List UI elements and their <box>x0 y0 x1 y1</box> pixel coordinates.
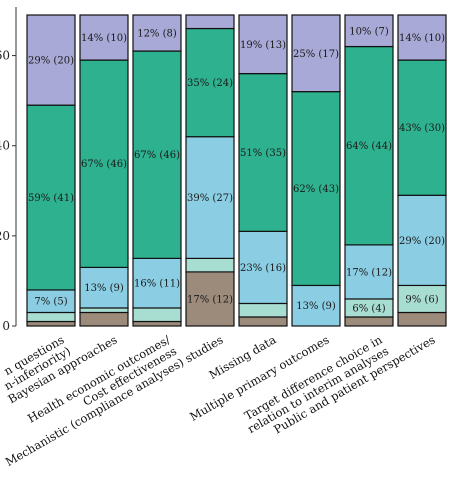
bars <box>27 15 446 326</box>
bar-4 <box>186 15 234 326</box>
y-tick-label: 60 <box>0 49 10 63</box>
bar-4-segment-5 <box>186 15 234 29</box>
segment-data-label: 7% (5) <box>34 297 67 308</box>
y-tick-label: 40 <box>0 139 10 153</box>
bar-5 <box>239 15 287 326</box>
bar-7-segment-1 <box>345 317 393 326</box>
segment-data-label: 64% (44) <box>346 141 392 152</box>
segment-data-label: 29% (20) <box>28 56 74 67</box>
segment-data-label: 23% (16) <box>240 263 286 274</box>
segment-data-label: 67% (46) <box>134 150 180 161</box>
y-axis: 0 20 40 60 <box>0 7 16 333</box>
segment-data-label: 14% (10) <box>81 33 127 44</box>
segment-data-label: 25% (17) <box>293 49 339 60</box>
bar-8 <box>398 15 446 326</box>
segment-data-label: 29% (20) <box>399 236 445 247</box>
bar-4-segment-2 <box>186 258 234 272</box>
bar-3-segment-2 <box>133 308 181 322</box>
segment-data-label: 13% (9) <box>84 283 124 294</box>
segment-data-label: 59% (41) <box>28 193 74 204</box>
segment-data-label: 51% (35) <box>240 148 286 159</box>
segment-data-label: 43% (30) <box>399 123 445 134</box>
segment-data-label: 13% (9) <box>296 301 336 312</box>
segment-data-label: 19% (13) <box>240 40 286 51</box>
segment-data-label: 10% (7) <box>349 26 389 37</box>
segment-data-label: 39% (27) <box>187 193 233 204</box>
x-category-label-line: relation to interim analyses <box>245 344 391 436</box>
y-tick-label: 0 <box>2 319 10 333</box>
bar-3-segment-1 <box>133 321 181 326</box>
segment-data-label: 14% (10) <box>399 33 445 44</box>
segment-data-label: 16% (11) <box>134 279 180 290</box>
bar-5-segment-2 <box>239 303 287 317</box>
bar-1-segment-1 <box>27 321 75 326</box>
bar-2 <box>80 15 128 326</box>
y-tick-label: 20 <box>0 229 10 243</box>
segment-data-label: 67% (46) <box>81 159 127 170</box>
bar-2-segment-2 <box>80 308 128 313</box>
segment-data-label: 17% (12) <box>346 267 392 278</box>
segment-data-label: 12% (8) <box>137 29 177 40</box>
segment-data-label: 9% (6) <box>405 294 438 305</box>
bar-7 <box>345 15 393 326</box>
segment-data-label: 17% (12) <box>187 294 233 305</box>
bar-6 <box>292 15 340 326</box>
bar-1-segment-2 <box>27 312 75 321</box>
bar-8-segment-1 <box>398 312 446 326</box>
bar-5-segment-1 <box>239 317 287 326</box>
bar-2-segment-1 <box>80 312 128 326</box>
segment-data-label: 35% (24) <box>187 78 233 89</box>
segment-data-label: 6% (4) <box>352 303 385 314</box>
segment-data-label: 62% (43) <box>293 184 339 195</box>
